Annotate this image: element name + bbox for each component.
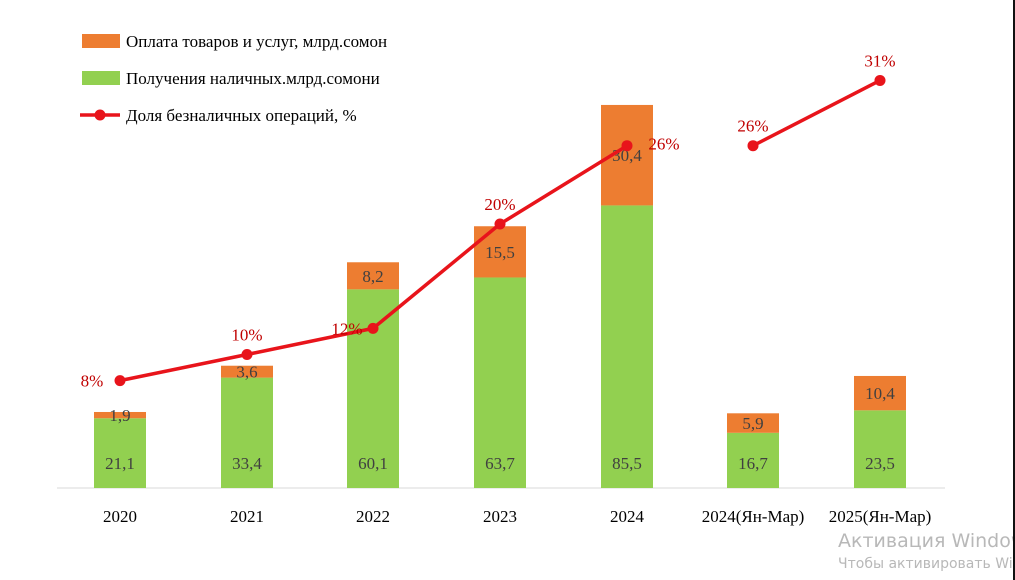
x-tick-label: 2024(Ян-Мар): [702, 507, 805, 526]
data-label-green: 85,5: [612, 454, 642, 473]
data-label-green: 21,1: [105, 454, 135, 473]
data-label-green: 60,1: [358, 454, 388, 473]
bar-green: [601, 205, 653, 489]
data-label-orange: 15,5: [485, 243, 515, 262]
x-tick-label: 2023: [483, 507, 517, 526]
legend-label: Оплата товаров и услуг, млрд.сомон: [126, 32, 387, 51]
data-label-orange: 3,6: [236, 363, 257, 382]
x-tick-label: 2022: [356, 507, 390, 526]
data-label-orange: 5,9: [742, 414, 763, 433]
line-point: [241, 349, 253, 360]
watermark-subtitle: Чтобы активировать Windows: [838, 556, 1015, 572]
data-label-orange: 8,2: [362, 267, 383, 286]
line-data-label: 26%: [737, 117, 768, 136]
data-label-green: 16,7: [738, 454, 768, 473]
line-data-label: 20%: [484, 195, 515, 214]
watermark-title: Активация Windows: [838, 530, 1015, 552]
bar-green: [727, 432, 779, 488]
line-point: [747, 140, 759, 152]
legend-label: Получения наличных.млрд.сомони: [126, 69, 380, 88]
x-tick-label: 2021: [230, 507, 264, 526]
bar-orange: [727, 413, 779, 433]
bar-green: [94, 418, 146, 488]
line-point: [494, 218, 506, 230]
x-tick-label: 2020: [103, 507, 137, 526]
line-point: [367, 322, 379, 334]
bar-green: [221, 377, 273, 488]
legend-swatch-orange: [82, 34, 120, 48]
line-data-label: 26%: [648, 135, 679, 154]
x-tick-label: 2024: [610, 507, 645, 526]
bar-orange: [347, 262, 399, 290]
bar-green: [854, 410, 906, 488]
line-segment: [752, 78, 881, 148]
legend-swatch-green: [82, 71, 120, 85]
legend-swatch-marker: [94, 109, 106, 121]
window-edge: [1013, 0, 1015, 580]
legend-label: Доля безналичных операций, %: [126, 106, 357, 125]
x-tick-label: 2025(Ян-Мар): [829, 507, 932, 526]
line-point: [621, 140, 633, 152]
line-data-label: 12%: [331, 319, 362, 338]
line-data-label: 8%: [81, 372, 104, 391]
line-data-label: 31%: [864, 51, 895, 70]
bar-green: [347, 289, 399, 488]
data-label-green: 33,4: [232, 454, 262, 473]
bar-orange: [94, 411, 146, 419]
line-point: [874, 74, 886, 86]
line-point: [114, 375, 126, 387]
bar-orange: [221, 365, 273, 378]
data-label-orange: 1,9: [109, 406, 130, 425]
bar-orange: [474, 226, 526, 278]
bar-orange: [854, 375, 906, 411]
data-label-green: 63,7: [485, 454, 515, 473]
line-data-label: 10%: [231, 326, 262, 345]
bar-green: [474, 277, 526, 488]
data-label-green: 23,5: [865, 454, 895, 473]
data-label-orange: 10,4: [865, 384, 895, 403]
